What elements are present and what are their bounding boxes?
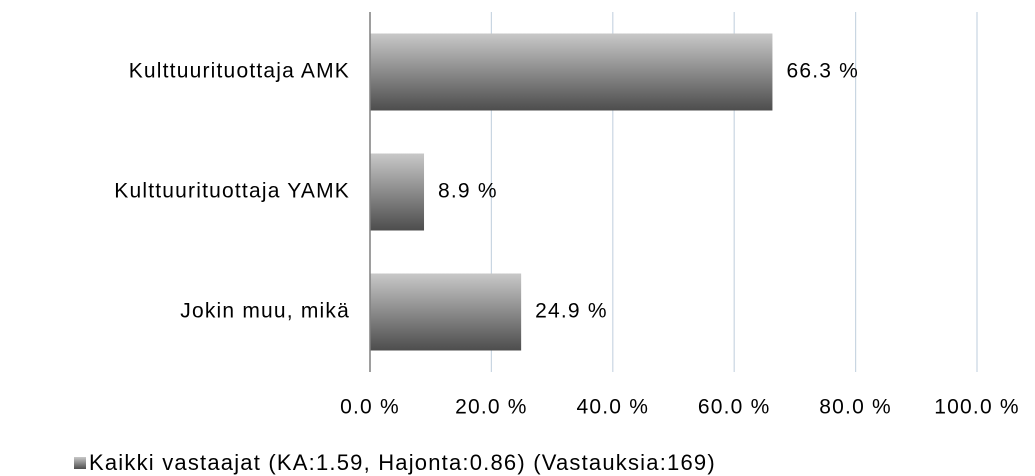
x-tick-label: 40.0 % [577, 396, 650, 419]
bar [370, 153, 425, 231]
data-label: 24.9 % [535, 300, 608, 323]
legend-label: Kaikki vastaajat (KA:1.59, Hajonta:0.86)… [89, 450, 716, 475]
data-label: 8.9 % [438, 180, 498, 203]
bar [370, 273, 522, 351]
bar [370, 33, 773, 111]
x-tick-label: 80.0 % [819, 396, 892, 419]
x-tick-label: 60.0 % [698, 396, 771, 419]
x-tick-label: 100.0 % [934, 396, 1019, 419]
x-tick-label: 0.0 % [340, 396, 400, 419]
y-tick-label: Kulttuurituottaja AMK [129, 60, 350, 83]
y-tick-label: Jokin muu, mikä [180, 300, 350, 323]
legend-marker [74, 457, 86, 469]
x-tick-label: 20.0 % [455, 396, 528, 419]
y-tick-label: Kulttuurituottaja YAMK [114, 180, 350, 203]
data-label: 66.3 % [786, 60, 859, 83]
